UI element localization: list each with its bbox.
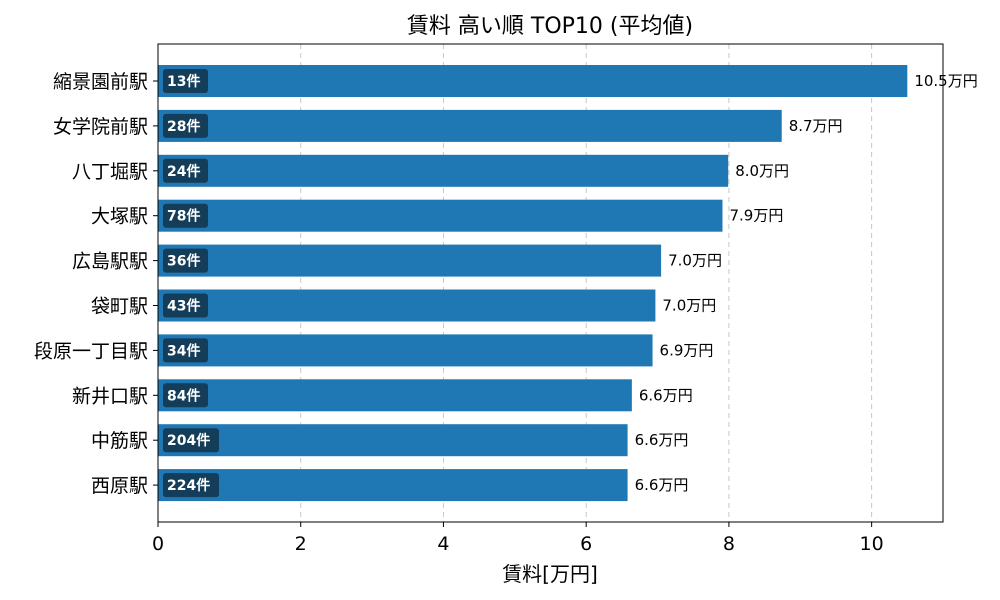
category-label: 新井口駅	[72, 385, 148, 407]
value-label: 10.5万円	[914, 72, 977, 90]
value-label: 6.6万円	[635, 476, 689, 494]
x-tick-label: 8	[723, 533, 735, 555]
count-label: 78件	[167, 208, 200, 225]
value-label: 8.7万円	[789, 117, 843, 135]
count-badge	[163, 473, 219, 498]
value-label: 8.0万円	[735, 162, 789, 180]
count-label: 43件	[167, 298, 200, 315]
x-tick-label: 4	[437, 533, 449, 555]
count-badge	[163, 293, 208, 318]
category-label: 広島駅駅	[72, 251, 148, 273]
category-label: 縮景園前駅	[53, 71, 148, 93]
axis-layer: 0 2 4 6 8 10 縮景園前駅女学院前駅八丁堀駅大塚駅広島駅駅袋町駅段原一丁目駅新井口…	[34, 71, 884, 555]
count-badge	[163, 113, 208, 138]
count-label: 28件	[167, 118, 200, 135]
bar-layer: 10.5万円 13件 8.7万円 28件 8.0万円 24件 7.9万円 78件 7.0万円 36…	[158, 65, 978, 502]
value-label: 6.6万円	[635, 431, 689, 449]
bar	[158, 199, 723, 232]
category-label: 袋町駅	[91, 296, 148, 318]
count-badge	[163, 248, 208, 273]
bar	[158, 379, 632, 412]
bar	[158, 334, 653, 367]
x-tick-label: 10	[860, 533, 884, 555]
bar	[158, 109, 782, 142]
value-label: 7.0万円	[668, 252, 722, 270]
count-label: 34件	[167, 342, 200, 359]
bar	[158, 244, 662, 277]
bar	[158, 154, 729, 187]
x-axis-label: 賃料[万円]	[502, 562, 598, 586]
x-tick-label: 6	[580, 533, 592, 555]
x-tick-label: 2	[295, 533, 307, 555]
bar	[158, 424, 628, 457]
value-label: 7.0万円	[662, 297, 716, 315]
count-label: 84件	[167, 387, 200, 404]
count-label: 224件	[167, 477, 210, 494]
bar	[158, 289, 656, 322]
bar	[158, 65, 908, 97]
count-label: 204件	[167, 432, 210, 449]
value-label: 6.6万円	[639, 386, 693, 404]
x-tick-label: 0	[152, 533, 164, 555]
category-label: 西原駅	[91, 475, 148, 497]
count-badge	[163, 158, 208, 183]
count-label: 24件	[167, 163, 200, 180]
bar	[158, 469, 628, 502]
category-label: 段原一丁目駅	[34, 340, 148, 362]
count-badge	[163, 338, 208, 363]
category-label: 八丁堀駅	[72, 161, 148, 183]
count-label: 13件	[167, 73, 200, 90]
category-label: 中筋駅	[91, 430, 148, 452]
count-badge	[163, 383, 208, 408]
count-badge	[163, 203, 208, 228]
count-badge	[163, 69, 208, 93]
count-badge	[163, 428, 219, 453]
value-label: 7.9万円	[729, 207, 783, 225]
chart-title: 賃料 高い順 TOP10 (平均値)	[407, 14, 693, 39]
plot-frame	[157, 43, 944, 523]
category-label: 女学院前駅	[53, 116, 148, 138]
category-label: 大塚駅	[91, 206, 148, 228]
value-label: 6.9万円	[660, 341, 714, 359]
count-label: 36件	[167, 253, 200, 270]
